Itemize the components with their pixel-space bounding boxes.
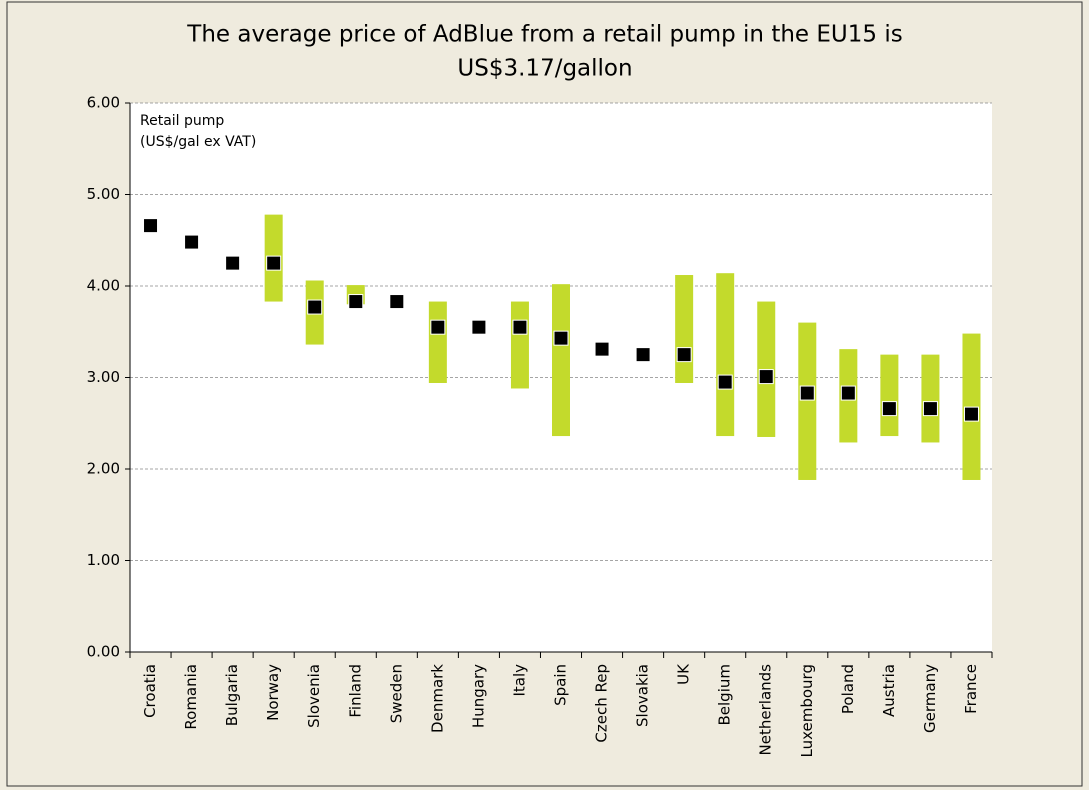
average-marker	[635, 347, 651, 363]
x-tick-label: Italy	[510, 664, 528, 697]
average-marker	[389, 294, 405, 310]
range-bar	[552, 284, 570, 437]
average-marker	[512, 319, 528, 335]
average-marker	[881, 401, 897, 417]
axis-annotation: Retail pump	[140, 113, 224, 129]
y-tick-label: 6.00	[87, 94, 120, 112]
x-tick-label: Czech Rep	[593, 664, 611, 743]
average-marker	[553, 330, 569, 346]
average-marker	[266, 255, 282, 271]
average-marker	[348, 294, 364, 310]
x-tick-label: Finland	[346, 664, 364, 718]
x-tick-label: Austria	[880, 664, 898, 717]
range-bar	[510, 301, 529, 389]
y-tick-label: 2.00	[87, 460, 120, 478]
range-bar	[921, 354, 940, 443]
average-marker	[307, 299, 323, 315]
y-tick-label: 0.00	[87, 643, 120, 661]
range-bar	[798, 322, 817, 480]
x-tick-label: UK	[675, 663, 693, 685]
range-bar	[716, 273, 735, 437]
y-tick-label: 1.00	[87, 551, 120, 569]
x-tick-label: Hungary	[469, 664, 487, 728]
axis-annotation: (US$/gal ex VAT)	[140, 134, 256, 150]
x-tick-label: Romania	[182, 664, 200, 730]
range-bar	[428, 301, 447, 383]
x-tick-label: Croatia	[141, 664, 159, 718]
x-tick-label: Denmark	[428, 664, 446, 733]
range-bar	[880, 354, 899, 437]
average-marker	[184, 234, 200, 250]
average-marker	[922, 401, 938, 417]
range-bar	[675, 275, 694, 383]
average-marker	[676, 347, 692, 363]
average-marker	[799, 385, 815, 401]
average-marker	[840, 385, 856, 401]
chart-title: The average price of AdBlue from a retai…	[186, 22, 902, 48]
x-tick-label: Germany	[921, 664, 939, 733]
average-marker	[225, 255, 241, 271]
x-tick-label: Luxembourg	[798, 664, 816, 758]
x-tick-label: Slovenia	[305, 664, 323, 728]
chart-title: US$3.17/gallon	[457, 56, 632, 82]
x-tick-label: Bulgaria	[223, 664, 241, 726]
average-marker	[471, 319, 487, 335]
x-tick-label: Norway	[264, 664, 282, 721]
x-tick-label: France	[962, 664, 980, 714]
average-marker	[717, 374, 733, 390]
x-tick-label: Netherlands	[757, 664, 775, 756]
y-tick-label: 4.00	[87, 277, 120, 295]
x-tick-label: Poland	[839, 664, 857, 714]
average-marker	[963, 406, 979, 422]
average-marker	[594, 341, 610, 357]
x-tick-label: Belgium	[716, 664, 734, 726]
x-tick-label: Slovakia	[634, 664, 652, 727]
x-tick-label: Spain	[552, 664, 570, 706]
y-tick-label: 3.00	[87, 368, 120, 386]
y-tick-label: 5.00	[87, 185, 120, 203]
x-tick-label: Sweden	[387, 664, 405, 723]
average-marker	[758, 369, 774, 385]
average-marker	[143, 218, 159, 234]
average-marker	[430, 319, 446, 335]
